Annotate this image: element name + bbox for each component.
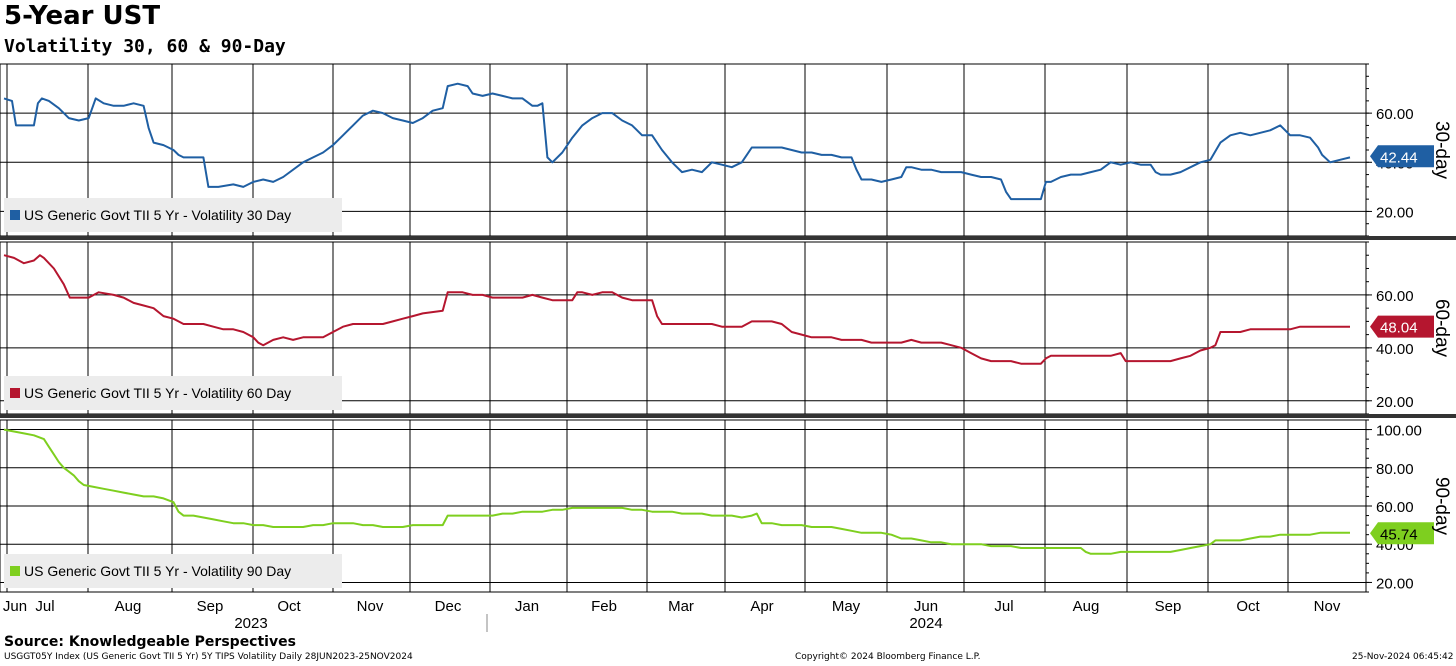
month-label-4: Oct bbox=[277, 598, 301, 615]
panel-separator-1 bbox=[0, 236, 1456, 240]
chart-subtitle: Volatility 30, 60 & 90-Day bbox=[4, 36, 286, 57]
month-label-16: Oct bbox=[1236, 598, 1260, 615]
year-label-2024: 2024 bbox=[909, 615, 942, 632]
month-label-9: Mar bbox=[668, 598, 694, 615]
month-label-15: Sep bbox=[1155, 598, 1182, 615]
month-label-8: Feb bbox=[591, 598, 617, 615]
month-label-11: May bbox=[832, 598, 861, 615]
last-value-label-vol60: 48.04 bbox=[1380, 320, 1418, 337]
ytick-label-vol60-1: 40.00 bbox=[1376, 341, 1414, 358]
chart-title: 5-Year UST bbox=[4, 1, 161, 31]
legend-swatch-vol30 bbox=[10, 210, 20, 220]
axis-label-vol60: 60-day bbox=[1431, 299, 1452, 358]
timestamp: 25-Nov-2024 06:45:42 bbox=[1352, 652, 1454, 662]
axis-label-vol30: 30-day bbox=[1431, 121, 1452, 180]
year-label-2023: 2023 bbox=[234, 615, 267, 632]
ytick-label-vol90-2: 60.00 bbox=[1376, 499, 1414, 516]
month-label-10: Apr bbox=[750, 598, 773, 615]
last-value-label-vol90: 45.74 bbox=[1380, 526, 1418, 543]
last-value-tag-vol60 bbox=[1370, 315, 1434, 338]
legend-box-vol60 bbox=[4, 376, 342, 410]
index-description: USGGT05Y Index (US Generic Govt TII 5 Yr… bbox=[4, 652, 413, 662]
legend-box-vol90 bbox=[4, 554, 342, 588]
legend-box-vol30 bbox=[4, 198, 342, 232]
month-label-0: Jun bbox=[3, 598, 27, 615]
last-value-label-vol30: 42.44 bbox=[1380, 149, 1418, 166]
ytick-label-vol90-3: 80.00 bbox=[1376, 461, 1414, 478]
ytick-label-vol90-4: 100.00 bbox=[1376, 423, 1422, 440]
panel-separator-2 bbox=[0, 414, 1456, 418]
ytick-label-vol30-0: 20.00 bbox=[1376, 204, 1414, 221]
month-label-12: Jun bbox=[914, 598, 938, 615]
month-label-3: Sep bbox=[197, 598, 224, 615]
legend-label-vol30: US Generic Govt TII 5 Yr - Volatility 30… bbox=[24, 207, 291, 223]
legend-label-vol90: US Generic Govt TII 5 Yr - Volatility 90… bbox=[24, 563, 291, 579]
month-label-13: Jul bbox=[994, 598, 1013, 615]
ytick-label-vol30-2: 60.00 bbox=[1376, 106, 1414, 123]
month-label-2: Aug bbox=[115, 598, 142, 615]
series-line-vol60 bbox=[3, 254, 1350, 365]
copyright: Copyright© 2024 Bloomberg Finance L.P. bbox=[795, 652, 981, 662]
series-line-vol90 bbox=[3, 428, 1350, 555]
legend-swatch-vol60 bbox=[10, 388, 20, 398]
last-value-tag-vol90 bbox=[1370, 522, 1434, 545]
legend-swatch-vol90 bbox=[10, 566, 20, 576]
month-label-14: Aug bbox=[1073, 598, 1100, 615]
month-label-5: Nov bbox=[357, 598, 384, 615]
month-label-1: Jul bbox=[35, 598, 54, 615]
ytick-label-vol90-0: 20.00 bbox=[1376, 575, 1414, 592]
month-label-17: Nov bbox=[1314, 598, 1341, 615]
ytick-label-vol60-0: 20.00 bbox=[1376, 394, 1414, 411]
axis-label-vol90: 90-day bbox=[1431, 477, 1452, 536]
last-value-tag-vol30 bbox=[1370, 145, 1434, 168]
ytick-label-vol60-2: 60.00 bbox=[1376, 288, 1414, 305]
month-label-6: Dec bbox=[435, 598, 462, 615]
series-line-vol30 bbox=[3, 82, 1351, 201]
month-label-7: Jan bbox=[515, 598, 539, 615]
legend-label-vol60: US Generic Govt TII 5 Yr - Volatility 60… bbox=[24, 385, 291, 401]
source-label: Source: Knowledgeable Perspectives bbox=[4, 634, 296, 650]
